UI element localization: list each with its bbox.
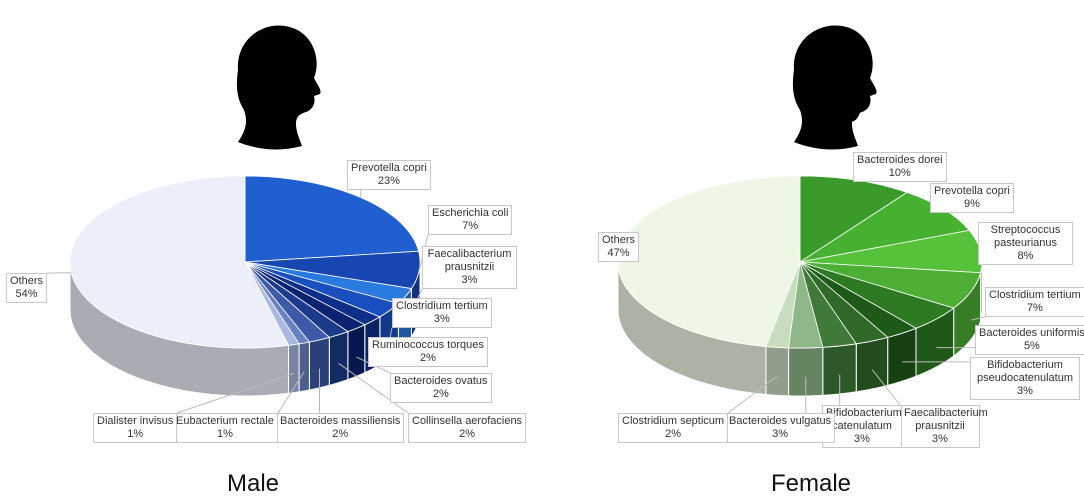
- slice-name: Clostridium septicum: [622, 415, 725, 427]
- pie-slice-side: [765, 345, 790, 397]
- pie-tops: [69, 175, 421, 349]
- slice-name: Bacteroides dorei: [857, 154, 943, 166]
- slice-label: Streptococcus pasteurianus 8%: [978, 222, 1073, 265]
- leader-lines: [727, 316, 986, 414]
- slice-label: Bacteroides vulgatus 3%: [725, 413, 836, 443]
- slice-name: Clostridium tertium: [396, 300, 488, 312]
- slice-name: Dialister invisus: [97, 415, 174, 427]
- slice-label: Dialister invisus 1%: [93, 413, 178, 443]
- slice-name: Bacteroides vulgatus: [729, 415, 832, 427]
- slice-label: Bacteroides uniformis 5%: [975, 325, 1084, 355]
- slice-label: Collinsella aerofaciens 2%: [408, 413, 527, 443]
- slice-label: Bacteroides dorei 10%: [853, 152, 947, 182]
- slice-value: 3%: [1017, 385, 1033, 397]
- slice-value: 8%: [1017, 250, 1034, 262]
- leader-line: [727, 375, 778, 414]
- slice-value: 54%: [15, 288, 38, 300]
- slice-name: Collinsella aerofaciens: [412, 415, 523, 427]
- slice-name: Others: [602, 234, 636, 246]
- slice-label: Clostridium septicum 2%: [618, 413, 729, 443]
- slice-label: Prevotella copri 9%: [930, 183, 1014, 213]
- pie-slice-side: [288, 343, 300, 394]
- slice-label: Faecalibacterium prausnitzii 3%: [900, 405, 988, 448]
- slice-name: Streptococcus pasteurianus: [990, 224, 1061, 249]
- leader-line: [277, 371, 305, 414]
- slice-value: 3%: [772, 428, 789, 440]
- slice-value: 10%: [888, 167, 911, 179]
- slice-label: Bifidobacterium catenulatum 3%: [822, 405, 902, 448]
- slice-name: Others: [10, 275, 44, 287]
- slice-name: Faecalibacterium prausnitzii: [427, 248, 512, 273]
- slice-name: Prevotella copri: [934, 185, 1010, 197]
- slice-name: Bacteroides massiliensis: [280, 415, 401, 427]
- leader-line: [176, 372, 294, 414]
- slice-name: Faecalibacterium prausnitzii: [904, 407, 988, 432]
- slice-value: 3%: [854, 433, 870, 445]
- male-silhouette: [236, 25, 321, 150]
- slice-label: Bifidobacterium pseudocatenulatum 3%: [970, 357, 1080, 400]
- slice-label: Clostridium tertium 3%: [392, 298, 492, 328]
- female-silhouette: [792, 25, 877, 150]
- slice-name: Ruminococcus torques: [372, 339, 484, 351]
- slice-name: Bacteroides ovatus: [394, 375, 488, 387]
- slice-value: 9%: [963, 198, 980, 210]
- slice-name: Clostridium tertium: [989, 289, 1081, 301]
- slice-value: 2%: [432, 388, 449, 400]
- chart-title: Female: [770, 470, 852, 497]
- slice-name: Prevotella copri: [351, 162, 427, 174]
- slice-value: 1%: [216, 428, 233, 440]
- pie-slice: [244, 175, 420, 263]
- pie-tops: [617, 175, 983, 349]
- slice-value: 7%: [462, 220, 479, 232]
- slice-value: 23%: [377, 175, 400, 187]
- slice-label: Clostridium tertium 7%: [985, 287, 1084, 317]
- slice-name: Bacteroides uniformis: [979, 327, 1084, 339]
- slice-name: Eubacterium rectale: [176, 415, 274, 427]
- slice-label: Bacteroides ovatus 2%: [390, 373, 492, 403]
- slice-value: 3%: [932, 433, 948, 445]
- pie-slice-side: [887, 327, 917, 387]
- slice-value: 3%: [461, 274, 478, 286]
- slice-value: 2%: [459, 428, 475, 440]
- slice-value: 2%: [332, 428, 349, 440]
- slice-label: Others 47%: [598, 232, 640, 262]
- slice-value: 2%: [419, 352, 436, 364]
- pie-slice-side: [328, 330, 349, 387]
- slice-value: 3%: [433, 313, 450, 325]
- slice-label: Escherichia coli 7%: [428, 205, 513, 235]
- slice-name: Bifidobacterium pseudocatenulatum: [976, 359, 1073, 384]
- slice-value: 2%: [665, 428, 681, 440]
- slice-name: Escherichia coli: [432, 207, 509, 219]
- slice-value: 47%: [607, 247, 630, 259]
- leader-line: [871, 369, 901, 406]
- leader-lines: [46, 190, 429, 414]
- slice-value: 7%: [1026, 302, 1043, 314]
- leader-line: [971, 316, 986, 321]
- slice-label: Faecalibacterium prausnitzii 3%: [422, 246, 517, 289]
- slice-label: Others 54%: [6, 273, 48, 303]
- slice-value: 5%: [1023, 340, 1040, 352]
- pie-slice-side: [298, 341, 310, 393]
- slice-label: Bacteroides massiliensis 2%: [276, 413, 405, 443]
- slice-name: Bifidobacterium catenulatum: [826, 407, 902, 432]
- slice-value: 1%: [127, 428, 144, 440]
- slice-label: Eubacterium rectale 1%: [172, 413, 278, 443]
- leader-line: [338, 363, 409, 414]
- chart-title: Male: [226, 470, 280, 497]
- slice-label: Prevotella copri 23%: [347, 160, 431, 190]
- slice-label: Ruminococcus torques 2%: [368, 337, 488, 367]
